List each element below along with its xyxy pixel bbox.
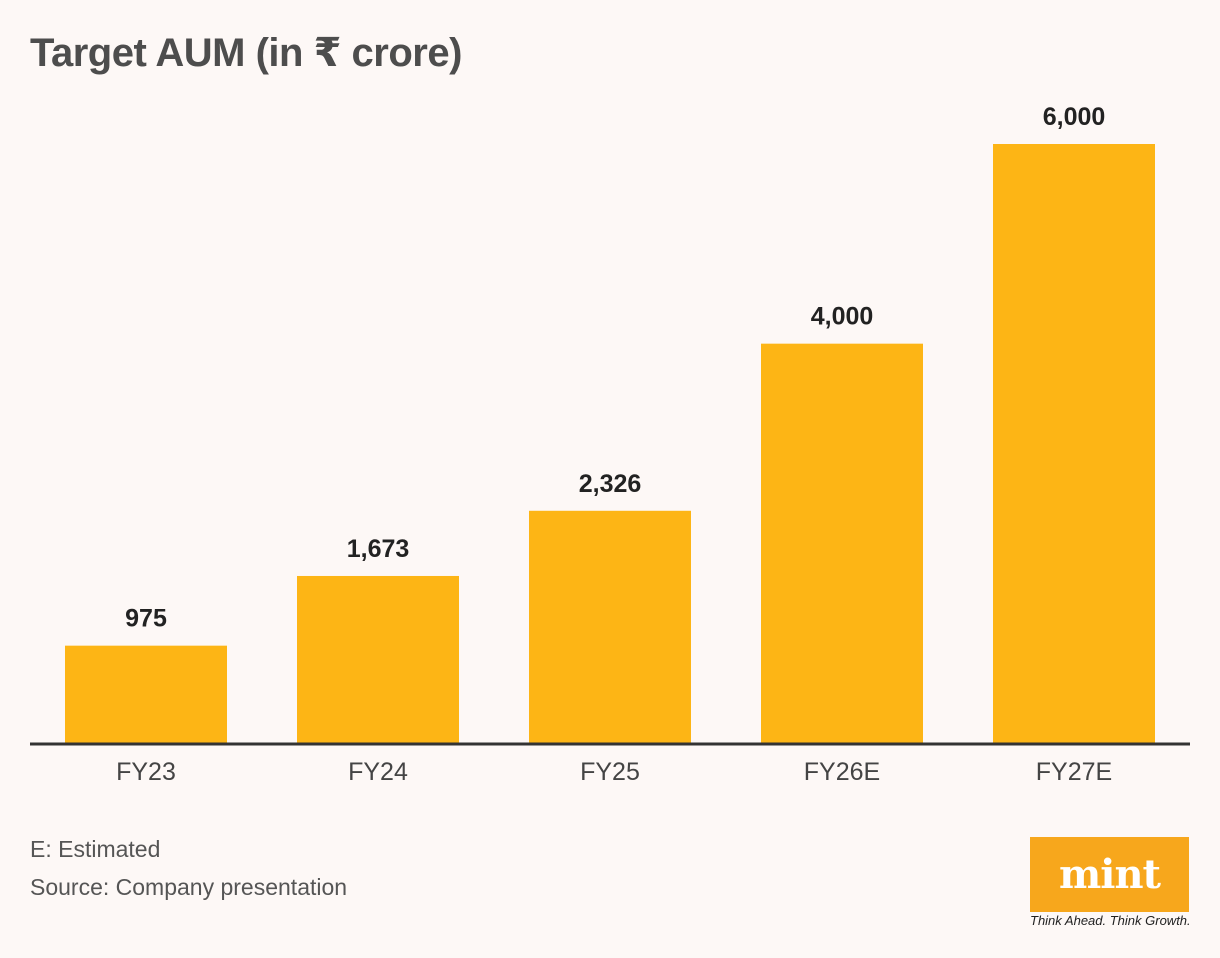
mint-logo: mint xyxy=(1030,837,1189,912)
tick-label-fy27e: FY27E xyxy=(1036,758,1112,786)
logo-text: mint xyxy=(1058,851,1161,898)
value-label-fy26e: 4,000 xyxy=(811,303,874,331)
bar-fy23 xyxy=(65,645,227,743)
value-label-fy23: 975 xyxy=(125,605,167,633)
value-label-fy25: 2,326 xyxy=(579,470,642,498)
bar-fy27e xyxy=(993,144,1155,743)
bar-fy25 xyxy=(529,510,691,743)
x-tick-labels: FY23 FY24 FY25 FY26E FY27E xyxy=(116,758,1112,786)
source-note: Source: Company presentation xyxy=(30,874,348,900)
value-label-fy27e: 6,000 xyxy=(1043,103,1106,131)
logo-tagline: Think Ahead. Think Growth. xyxy=(1030,913,1191,928)
bars-group: 975 1,673 2,326 4,000 6,000 xyxy=(65,103,1155,743)
value-label-fy24: 1,673 xyxy=(347,535,410,563)
tick-label-fy25: FY25 xyxy=(580,758,640,786)
tick-label-fy26e: FY26E xyxy=(804,758,880,786)
estimate-note: E: Estimated xyxy=(30,836,161,862)
bar-fy26e xyxy=(761,343,923,743)
tick-label-fy23: FY23 xyxy=(116,758,176,786)
bar-fy24 xyxy=(297,575,459,743)
chart-title: Target AUM (in ₹ crore) xyxy=(30,31,462,75)
bar-chart: 975 1,673 2,326 4,000 6,000 FY23 FY24 FY25 FY26… xyxy=(30,103,1190,786)
tick-label-fy24: FY24 xyxy=(348,758,408,786)
